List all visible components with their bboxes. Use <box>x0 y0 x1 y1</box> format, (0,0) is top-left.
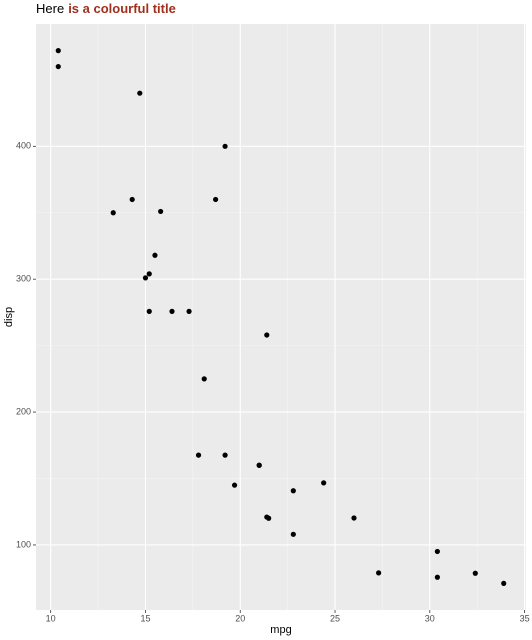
point <box>290 488 296 494</box>
point <box>169 308 175 314</box>
chart-title: Here is a colourful title <box>36 1 176 16</box>
point <box>472 570 478 576</box>
point <box>195 452 202 458</box>
point <box>186 308 192 314</box>
point <box>264 514 270 520</box>
point <box>146 271 152 277</box>
x-tick-label: 25 <box>330 613 340 623</box>
x-tick-label: 30 <box>425 613 435 623</box>
point <box>501 580 507 586</box>
point <box>158 208 164 215</box>
point <box>376 570 382 576</box>
y-tick-label: 100 <box>16 539 31 549</box>
panel <box>36 24 526 610</box>
point <box>201 376 207 382</box>
y-tick-label: 400 <box>16 141 31 151</box>
point <box>434 548 440 555</box>
x-axis-title: mpg <box>270 624 291 636</box>
title-part: Here <box>36 1 64 16</box>
point <box>222 143 228 149</box>
point <box>142 275 149 281</box>
point <box>321 480 327 486</box>
x-tick-label: 20 <box>235 613 245 623</box>
y-tick-label: 200 <box>16 406 31 416</box>
point <box>152 252 158 258</box>
point <box>290 531 296 537</box>
point <box>129 196 135 203</box>
point <box>222 452 228 458</box>
grid <box>36 24 526 610</box>
x-tick-label: 35 <box>520 613 530 623</box>
point <box>434 574 440 580</box>
point <box>110 210 116 216</box>
point <box>351 515 357 521</box>
y-axis-title: disp <box>3 307 15 327</box>
x-tick-label: 15 <box>140 613 150 623</box>
point <box>146 308 152 314</box>
point <box>256 462 262 468</box>
point <box>264 332 270 338</box>
point <box>213 196 219 203</box>
point <box>137 90 143 96</box>
point <box>55 63 61 70</box>
title-part: is a colourful title <box>68 1 176 16</box>
point <box>231 482 238 488</box>
point <box>55 48 61 54</box>
y-tick-label: 300 <box>16 274 31 284</box>
x-tick-label: 10 <box>46 613 56 623</box>
points <box>55 48 507 586</box>
